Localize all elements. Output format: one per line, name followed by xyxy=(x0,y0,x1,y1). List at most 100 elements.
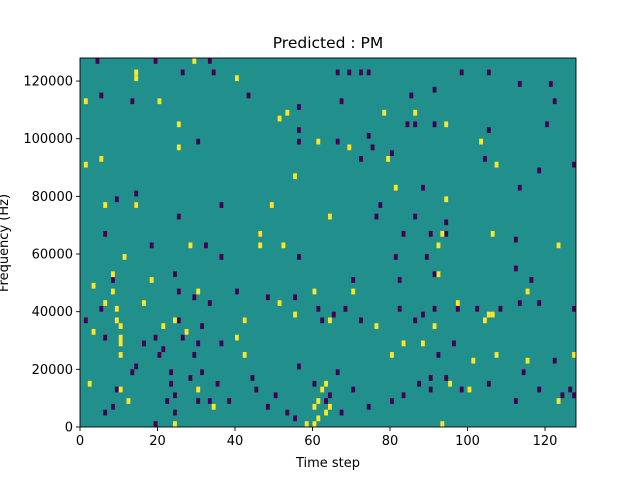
heatmap-cell-high xyxy=(324,409,328,416)
heatmap-cell-high xyxy=(556,242,561,249)
heatmap-cell-high xyxy=(99,156,104,162)
heatmap-cell-high xyxy=(91,282,96,289)
heatmap-cell-low xyxy=(169,369,173,376)
heatmap-cell-low xyxy=(432,305,437,312)
heatmap-cell-low xyxy=(134,363,139,370)
heatmap-cell-low xyxy=(211,69,216,76)
x-tick-label: 20 xyxy=(149,434,166,449)
heatmap-cell-high xyxy=(393,184,398,191)
heatmap-cell-low xyxy=(517,300,522,306)
heatmap-cell-high xyxy=(196,386,201,393)
heatmap-cell-low xyxy=(331,311,336,318)
y-tick-label: 120000 xyxy=(23,75,73,90)
heatmap-cell-low xyxy=(254,386,259,393)
heatmap-cell-low xyxy=(207,58,212,64)
heatmap-cell-low xyxy=(173,392,177,399)
heatmap-cell-low xyxy=(428,230,433,237)
heatmap-cell-low xyxy=(521,369,526,376)
x-axis: 0 20 40 60 80 100 120 xyxy=(76,427,557,449)
heatmap-cell-high xyxy=(149,277,154,283)
heatmap-cell-low xyxy=(176,288,181,295)
heatmap-cell-high xyxy=(440,230,445,237)
heatmap-cell-high xyxy=(126,398,131,404)
heatmap-cell-high xyxy=(448,380,452,387)
heatmap-cell-high xyxy=(134,69,139,76)
heatmap-cell-low xyxy=(297,138,301,145)
y-tick-label: 80000 xyxy=(32,190,73,205)
heatmap-cell-high xyxy=(421,340,425,347)
heatmap-cell-low xyxy=(517,184,522,191)
heatmap-cell-low xyxy=(529,277,534,283)
heatmap-cell-high xyxy=(324,380,328,387)
heatmap-cell-low xyxy=(359,69,363,76)
heatmap-cell-low xyxy=(572,161,576,168)
heatmap-cell-low xyxy=(111,277,115,283)
heatmap-cell-high xyxy=(285,109,290,116)
heatmap-cell-low xyxy=(114,386,119,393)
heatmap-cell-low xyxy=(514,398,518,404)
heatmap-cell-high xyxy=(258,230,263,237)
heatmap-cell-low xyxy=(196,138,201,145)
heatmap-cell-low xyxy=(459,69,464,76)
heatmap-cell-high xyxy=(293,173,297,180)
heatmap-cell-low xyxy=(335,369,340,376)
heatmap-cell-high xyxy=(242,352,247,358)
heatmap-cell-low xyxy=(219,202,224,208)
heatmap-cell-low xyxy=(393,254,398,260)
heatmap-cell-high xyxy=(483,317,487,324)
heatmap-cell-high xyxy=(440,421,445,427)
heatmap-cell-low xyxy=(103,334,108,341)
heatmap-cell-high xyxy=(401,340,406,347)
heatmap-cell-high xyxy=(111,271,115,278)
heatmap-cell-high xyxy=(525,357,530,364)
heatmap-cell-high xyxy=(316,398,321,404)
heatmap-cell-low xyxy=(432,271,437,278)
heatmap-cell-high xyxy=(196,288,201,295)
heatmap-cell-low xyxy=(176,317,181,324)
heatmap-cell-high xyxy=(269,202,274,208)
heatmap-cell-low xyxy=(483,156,487,162)
heatmap-cell-low xyxy=(339,98,344,105)
heatmap-cell-low xyxy=(552,357,557,364)
heatmap-cell-high xyxy=(444,196,449,203)
heatmap-cell-low xyxy=(173,409,177,416)
heatmap-cell-high xyxy=(572,352,576,358)
heatmap-cell-low xyxy=(153,334,158,341)
heatmap-cell-low xyxy=(351,277,356,283)
heatmap-cell-low xyxy=(130,369,135,376)
heatmap-cell-low xyxy=(498,305,503,312)
heatmap-cell-high xyxy=(525,288,530,295)
heatmap-cell-low xyxy=(180,69,185,76)
heatmap-cell-high xyxy=(293,311,297,318)
plot-frame xyxy=(79,57,577,428)
heatmap-cell-high xyxy=(316,415,321,422)
heatmap-cell-high xyxy=(494,352,499,358)
heatmap-cell-low xyxy=(99,92,104,99)
heatmap-cell-low xyxy=(297,104,301,110)
heatmap-cell-high xyxy=(157,98,162,105)
heatmap-cell-low xyxy=(537,167,542,174)
heatmap-cell-high xyxy=(118,323,123,329)
heatmap-cell-high xyxy=(211,403,216,410)
heatmap-cell-low xyxy=(180,334,185,341)
heatmap-cell-low xyxy=(316,305,321,312)
heatmap-cell-low xyxy=(444,230,449,237)
heatmap-cell-high xyxy=(87,380,92,387)
heatmap-cell-low xyxy=(165,398,170,404)
heatmap-cell-high xyxy=(114,305,119,312)
heatmap-cell-low xyxy=(83,317,88,324)
heatmap-cell-low xyxy=(537,300,542,306)
heatmap-cell-low xyxy=(196,340,201,347)
heatmap-cell-low xyxy=(297,363,301,370)
heatmap-cell-high xyxy=(382,109,387,116)
heatmap-cell-low xyxy=(200,369,204,376)
heatmap-cell-high xyxy=(114,317,119,324)
y-axis: 0 20000 40000 60000 80000 100000 120000 xyxy=(23,75,80,436)
heatmap-cell-low xyxy=(215,380,220,387)
heatmap-cell-low xyxy=(537,386,542,393)
heatmap-background xyxy=(80,58,576,427)
heatmap-cell-high xyxy=(103,202,108,208)
heatmap-cell-high xyxy=(312,403,317,410)
heatmap-cell-low xyxy=(111,403,115,410)
